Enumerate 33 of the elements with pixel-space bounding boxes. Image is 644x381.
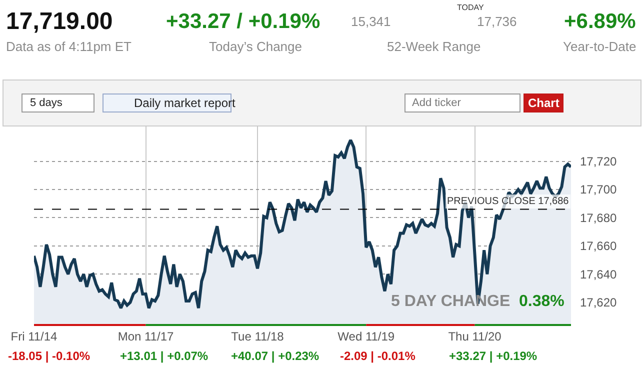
y-tick-label: 17,660 <box>580 239 618 254</box>
text: 17,736 <box>477 14 517 29</box>
text: Today’s Change <box>209 39 302 54</box>
text: 5 days <box>30 97 63 109</box>
y-tick-label: 17,720 <box>580 154 618 168</box>
text: 15,341 <box>351 14 391 29</box>
text: TODAY <box>457 3 484 12</box>
text: -18.05 | -0.10% <box>8 349 90 363</box>
annotation: 5 DAY CHANGE <box>391 293 510 310</box>
y-tick-label: 17,640 <box>580 267 618 282</box>
text: Chart <box>528 96 560 110</box>
text: -2.09 | -0.01% <box>340 349 416 363</box>
x-tick-label: Thu 11/20 <box>448 329 502 344</box>
text: Add ticker <box>412 97 462 109</box>
text: Year-to-Date <box>563 39 636 54</box>
x-tick-label: Tue 11/18 <box>231 329 284 344</box>
text: Daily market report <box>134 96 236 110</box>
text: +40.07 | +0.23% <box>231 349 320 363</box>
text: +13.01 | +0.07% <box>120 349 208 363</box>
x-tick-label: Wed 11/19 <box>338 329 395 344</box>
text: 17,719.00 <box>6 8 113 35</box>
text: Data as of 4:11pm ET <box>6 39 132 54</box>
y-tick-label: 17,700 <box>580 182 618 197</box>
ref-line-label: PREVIOUS CLOSE 17,686 <box>447 196 570 207</box>
text: +33.27 | +0.19% <box>449 349 538 363</box>
text: 52-Week Range <box>387 39 481 54</box>
y-tick-label: 17,680 <box>580 210 618 225</box>
annotation: 0.38% <box>519 293 564 310</box>
x-tick-label: Fri 11/14 <box>10 329 58 344</box>
x-tick-label: Mon 11/17 <box>118 329 174 344</box>
y-tick-label: 17,620 <box>580 296 618 310</box>
text: +33.27 / +0.19% <box>166 10 320 33</box>
text: +6.89% <box>564 10 636 33</box>
